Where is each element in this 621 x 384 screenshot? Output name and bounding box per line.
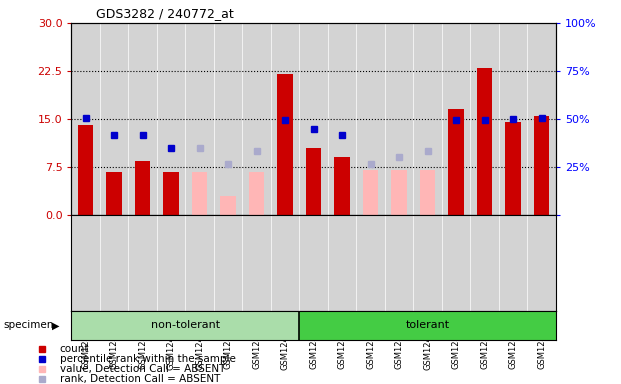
Text: tolerant: tolerant [406, 320, 450, 331]
Bar [106, 172, 122, 215]
Text: ▶: ▶ [52, 320, 59, 331]
Bar [306, 148, 322, 215]
Bar [448, 109, 464, 215]
Bar [505, 122, 521, 215]
Text: rank, Detection Call = ABSENT: rank, Detection Call = ABSENT [60, 374, 220, 384]
Text: GDS3282 / 240772_at: GDS3282 / 240772_at [96, 7, 233, 20]
Bar [192, 172, 207, 215]
Text: value, Detection Call = ABSENT: value, Detection Call = ABSENT [60, 364, 225, 374]
Bar [78, 126, 94, 215]
Bar [299, 311, 556, 340]
Bar [391, 170, 407, 215]
Bar [533, 116, 550, 215]
Text: percentile rank within the sample: percentile rank within the sample [60, 354, 235, 364]
Bar [277, 74, 293, 215]
Bar [163, 172, 179, 215]
Bar [249, 172, 265, 215]
Bar [220, 196, 236, 215]
Text: non-tolerant: non-tolerant [151, 320, 220, 331]
Text: specimen: specimen [3, 320, 53, 331]
Bar [71, 311, 299, 340]
Bar [363, 170, 378, 215]
Text: count: count [60, 344, 89, 354]
Bar [477, 68, 492, 215]
Bar [420, 170, 435, 215]
Bar [334, 157, 350, 215]
Bar [135, 161, 150, 215]
